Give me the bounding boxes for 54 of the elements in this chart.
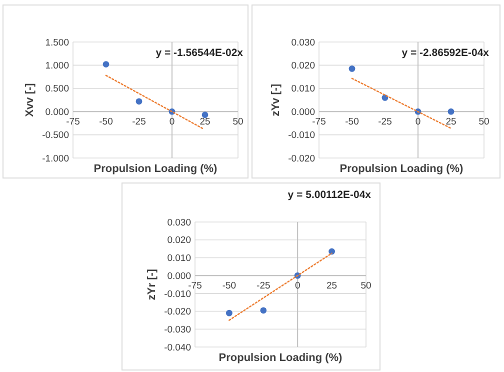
x-tick-label: 25 (200, 116, 210, 128)
point (136, 98, 142, 105)
text: y = 5.00112E-04x (288, 189, 372, 201)
x-axis-title: Propulsion Loading (%) (340, 163, 464, 175)
y-axis-title: zYv [-] (270, 83, 282, 116)
y-tick-label: -0.020 (288, 153, 315, 164)
point (260, 307, 267, 314)
y-tick-label: -0.500 (42, 130, 69, 142)
y-tick-label: 0.020 (291, 60, 315, 72)
x-tick-label: 25 (326, 280, 338, 292)
x-tick-label: 0 (294, 280, 300, 292)
point (348, 65, 356, 72)
y-tick-label: 0.010 (167, 253, 191, 264)
y-tick-label: -0.040 (164, 342, 191, 354)
annotation: y = -1.56544E-02x (156, 47, 244, 59)
x-tick-label: 50 (478, 116, 490, 128)
x-axis-title: Propulsion Loading (%) (218, 352, 343, 364)
y-tick-label: 0.000 (291, 106, 315, 118)
y-tick-label: -0.030 (164, 324, 191, 336)
point (328, 248, 335, 255)
x-tick-label: 50 (360, 280, 372, 292)
x-tick-label: -25 (132, 116, 146, 128)
point (226, 310, 232, 316)
x-tick-label: 0 (415, 116, 421, 128)
x-tick-label: -25 (256, 280, 270, 292)
y-tick-label: 0.020 (167, 235, 191, 246)
y-tick-label: 0.500 (45, 84, 69, 95)
x-tick-label: -25 (378, 116, 392, 128)
y-tick-label: -0.010 (164, 288, 191, 300)
x-tick-label: 0 (169, 116, 175, 128)
point (102, 61, 110, 68)
x-tick-label: -50 (345, 116, 359, 128)
y-tick-label: 0.000 (45, 106, 69, 118)
x-tick-label: -75 (66, 116, 80, 128)
y-tick-label: -0.010 (288, 130, 315, 142)
y-tick-label: 0.010 (291, 84, 315, 95)
y-axis-title: Xvv [-] (24, 82, 36, 117)
x-tick-label: 25 (446, 116, 456, 128)
y-tick-label: -0.020 (164, 306, 191, 318)
annotation: y = -2.86592E-04x (402, 47, 490, 59)
y-axis-title: zYr [-] (146, 268, 158, 300)
point (448, 108, 454, 115)
x-tick-label: -75 (188, 280, 202, 292)
y-tick-label: 0.000 (167, 270, 191, 282)
y-tick-label: 0.030 (167, 217, 191, 228)
y-tick-label: 0.030 (291, 37, 315, 48)
x-tick-label: 50 (232, 116, 244, 128)
y-tick-label: -1.000 (42, 153, 69, 164)
y-tick-label: 1.500 (45, 37, 69, 48)
y-tick-label: 1.000 (45, 60, 69, 72)
x-axis-title: Propulsion Loading (%) (94, 163, 218, 175)
x-tick-label: -75 (312, 116, 326, 128)
x-tick-label: -50 (99, 116, 113, 128)
x-tick-label: -50 (222, 280, 236, 292)
